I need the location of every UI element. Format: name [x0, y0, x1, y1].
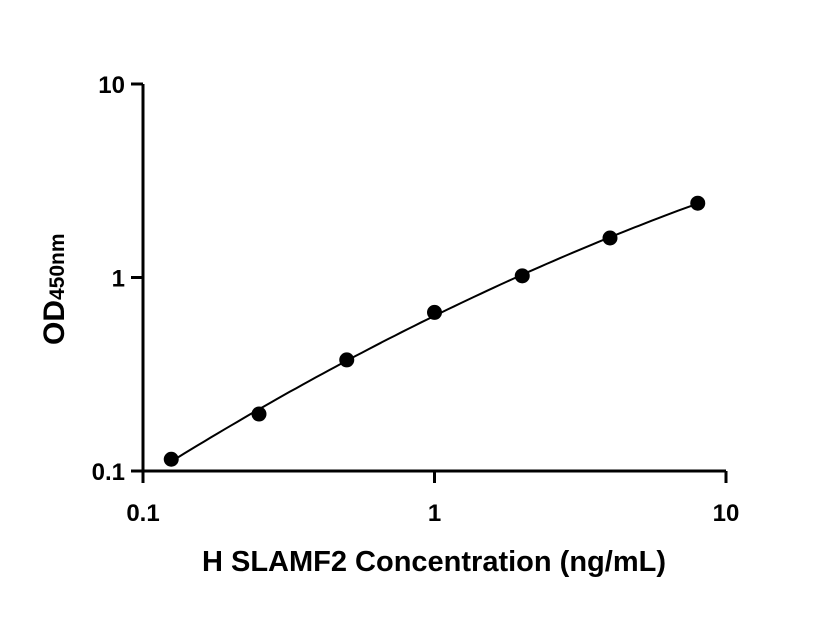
data-points — [163, 195, 706, 467]
y-tick-label: 1 — [112, 266, 125, 293]
y-axis-label-subscript: 450nm — [46, 233, 69, 300]
x-axis-label: H SLAMF2 Concentration (ng/mL) — [202, 546, 666, 578]
data-point — [690, 195, 706, 211]
x-tick-label: 0.1 — [126, 500, 159, 527]
y-tick-labels: 0.1 1 10 — [92, 72, 125, 486]
y-axis-label: OD450nm — [38, 233, 71, 345]
y-tick-label: 0.1 — [92, 459, 125, 486]
axes — [131, 82, 728, 483]
y-tick-label: 10 — [98, 72, 125, 99]
x-tick-label: 1 — [428, 500, 441, 527]
data-point — [514, 268, 530, 284]
y-axis-label-main: OD — [38, 300, 71, 345]
x-tick-label: 10 — [713, 500, 740, 527]
x-tick-labels: 0.1 1 10 — [126, 500, 739, 527]
data-point — [602, 230, 618, 246]
data-point — [339, 352, 355, 368]
data-point — [163, 451, 179, 467]
data-point — [427, 304, 442, 320]
fit-curve — [170, 202, 699, 463]
data-point — [251, 406, 267, 422]
